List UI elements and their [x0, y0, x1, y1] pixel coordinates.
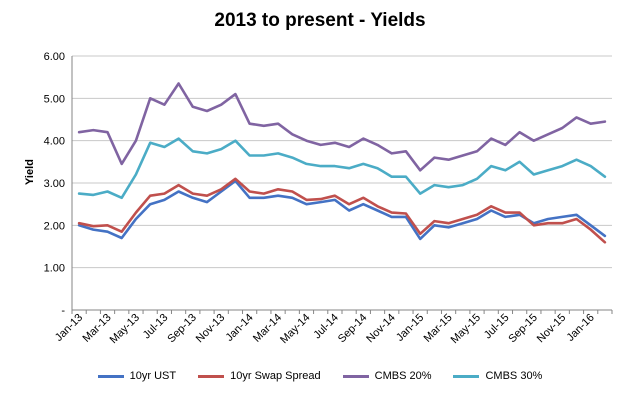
series-line-1 [77, 179, 607, 241]
y-tick-label: 3.00 [44, 178, 65, 190]
series-line-2 [77, 177, 607, 244]
x-tick-label: Nov-14 [364, 312, 398, 346]
chart-title: 2013 to present - Yields [214, 10, 426, 31]
legend-swatch [198, 374, 225, 378]
x-tick-label: Jan-15 [394, 312, 426, 344]
series-line-3 [77, 82, 607, 172]
x-tick-label: Nov-13 [194, 312, 228, 346]
y-tick-label: - [61, 305, 65, 317]
legend-label: CMBS 30% [485, 370, 543, 382]
x-tick-label: Sep-13 [165, 312, 199, 346]
x-tick-label: Sep-14 [336, 312, 370, 346]
legend-label: 10yr UST [129, 370, 177, 382]
y-tick-label: 2.00 [44, 220, 65, 232]
x-tick-label: Jan-14 [223, 312, 255, 344]
x-tick-label: Jan-13 [53, 312, 85, 344]
x-tick-label: Nov-15 [535, 312, 569, 346]
legend-swatch [453, 374, 480, 378]
legend-label: 10yr Swap Spread [230, 370, 321, 382]
legend-swatch [342, 374, 369, 378]
legend: 10yr UST 10yr Swap Spread CMBS 20% CMBS 30% [0, 370, 640, 382]
series-line-4 [77, 137, 607, 200]
x-tick-label: May-15 [449, 312, 483, 346]
legend-item: 10yr UST [97, 370, 177, 382]
x-tick-label: Sep-15 [506, 312, 540, 346]
x-tick-label: May-13 [108, 312, 142, 346]
y-tick-label: 6.00 [44, 51, 65, 63]
legend-item: CMBS 20% [342, 370, 432, 382]
y-tick-label: 4.00 [44, 136, 65, 148]
y-tick-label: 1.00 [44, 263, 65, 275]
x-tick-label: Jan-16 [565, 312, 597, 344]
y-tick-label: 5.00 [44, 93, 65, 105]
legend-swatch [97, 374, 124, 378]
x-tick-label: May-14 [278, 312, 312, 346]
legend-label: CMBS 20% [374, 370, 432, 382]
legend-item: 10yr Swap Spread [198, 370, 321, 382]
legend-item: CMBS 30% [453, 370, 542, 382]
